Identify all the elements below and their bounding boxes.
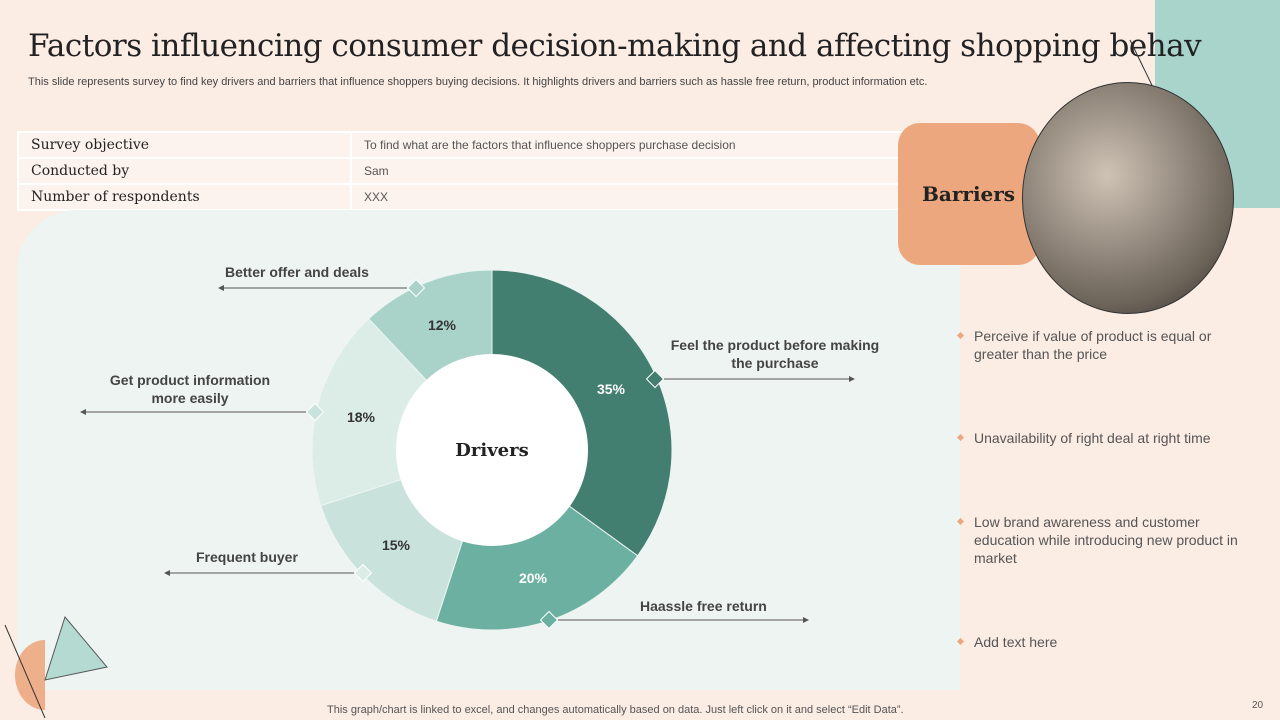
diamond-marker [353,563,373,583]
arrow-icon [218,285,224,291]
barriers-heading: Barriers [898,123,1040,265]
slice-label: 18% [347,409,376,425]
slice-label: 35% [597,381,626,397]
table-value: To find what are the factors that influe… [350,131,917,159]
arrow-icon [164,570,170,576]
table-value: XXX [350,183,917,211]
donut-slice [491,269,673,557]
slice-label: 12% [428,317,457,333]
donut-hole [396,354,588,546]
arrow-icon [803,617,809,623]
table-key: Conducted by [17,157,352,185]
table-value: Sam [350,157,917,185]
arrow-icon [849,376,855,382]
table-row: Survey objective To find what are the fac… [17,131,917,159]
arrow-icon [80,409,86,415]
diamond-marker [645,369,665,389]
slice-label: 15% [382,537,411,553]
footer-note: This graph/chart is linked to excel, and… [327,704,904,716]
barrier-item: Add text here [958,633,1238,651]
label-product-info: Get product information more easily [109,372,271,406]
table-key: Number of respondents [17,183,352,211]
chart-center-title: Drivers [455,440,528,461]
diamond-marker [305,402,325,422]
label-hassle-free: Haassle free return [640,598,767,614]
diamond-marker [406,278,426,298]
people-photo [1022,82,1234,314]
barrier-item: Low brand awareness and customer educati… [958,513,1238,567]
page-number: 20 [1252,700,1264,711]
decorative-shapes [4,39,1216,719]
survey-table: Survey objective To find what are the fac… [17,131,917,211]
page-title: Factors influencing consumer decision-ma… [28,28,1202,64]
slice-label: 20% [519,570,548,586]
page-subtitle: This slide represents survey to find key… [28,76,928,88]
diamond-marker [539,610,559,630]
table-row: Number of respondents XXX [17,183,917,211]
decorative-triangle [44,615,108,681]
decorative-half-circle [15,640,45,710]
table-row: Conducted by Sam [17,157,917,185]
barrier-item: Perceive if value of product is equal or… [958,327,1238,363]
label-frequent-buyer: Frequent buyer [196,549,298,565]
label-feel-product: Feel the product before making the purch… [670,337,880,371]
table-key: Survey objective [17,131,352,159]
barrier-item: Unavailability of right deal at right ti… [958,429,1238,447]
label-better-offer: Better offer and deals [225,264,369,280]
